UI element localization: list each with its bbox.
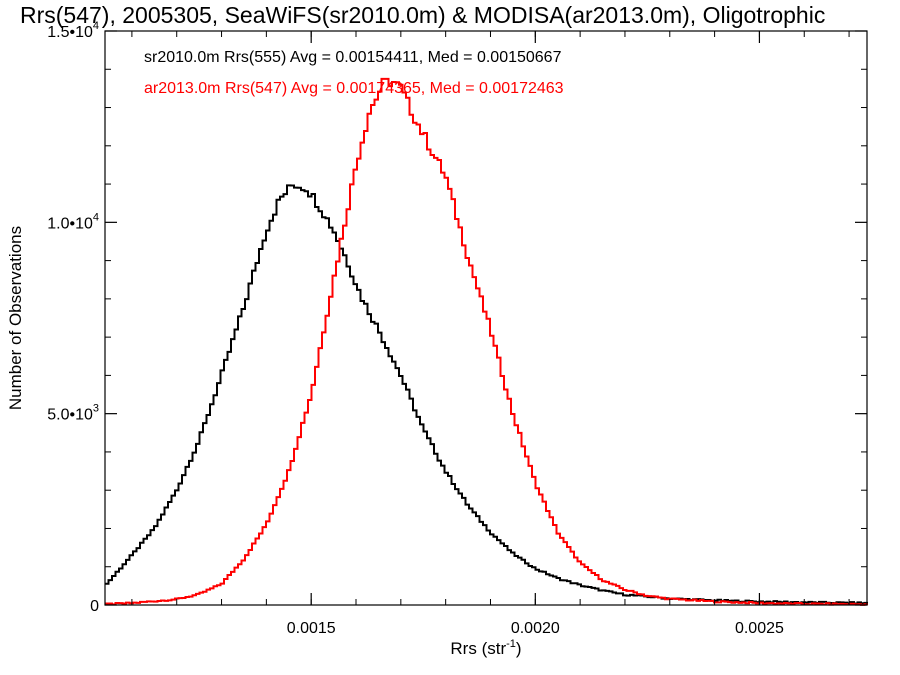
legend-entry-sr2010: sr2010.0m Rrs(555) Avg = 0.00154411, Med… xyxy=(144,49,562,66)
y-tick-label: 0 xyxy=(90,598,99,615)
chart-title: Rrs(547), 2005305, SeaWiFS(sr2010.0m) & … xyxy=(20,2,825,28)
plot-frame xyxy=(104,30,868,606)
x-tick-label: 0.0025 xyxy=(735,620,784,637)
ticks-layer xyxy=(105,30,867,606)
x-tick-label: 0.0020 xyxy=(511,620,560,637)
y-axis-label: Number of Observations xyxy=(6,226,25,410)
y-tick-label: 5.0•103 xyxy=(47,403,99,424)
series-line-2 xyxy=(105,77,868,606)
series-layer xyxy=(105,77,868,606)
x-axis-label: Rrs (str-1) xyxy=(450,638,521,658)
legend-entry-ar2013: ar2013.0m Rrs(547) Avg = 0.00174365, Med… xyxy=(144,80,564,97)
x-tick-label: 0.0015 xyxy=(287,620,336,637)
labels-layer: 0.0015 0.0020 0.0025 0 5.0•103 1.0•104 1.5•104 xyxy=(47,20,784,637)
y-tick-label: 1.5•104 xyxy=(47,20,99,41)
y-tick-label: 1.0•104 xyxy=(47,211,99,232)
series-line-1 xyxy=(105,184,868,605)
